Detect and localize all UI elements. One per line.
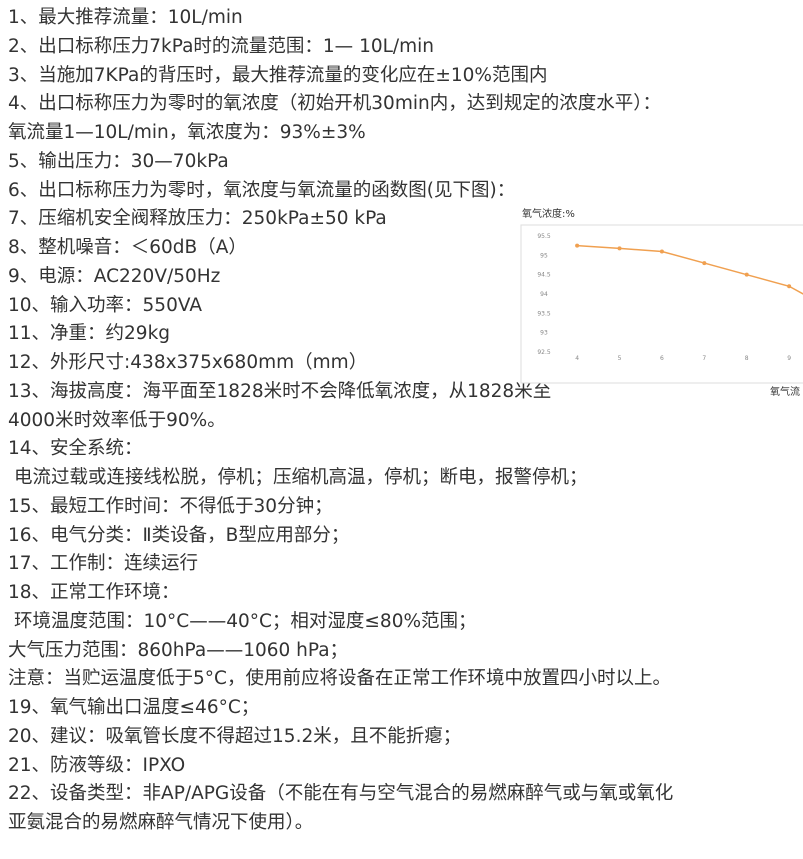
text-line: 18、正常工作环境：	[8, 582, 180, 603]
text-line: 4000米时效率低于90%。	[8, 409, 226, 431]
text-line: 2、出口标称压力7kPa时的流量范围：1— 10L/min	[8, 35, 435, 57]
data-point	[617, 246, 622, 251]
text-line: 19、氧气输出口温度≤46°C；	[8, 697, 260, 718]
y-tick-label: 93	[540, 330, 548, 337]
text-line: 6、出口标称压力为零时，氧浓度与氧流量的函数图(见下图)：	[8, 179, 516, 201]
text-line: 3、当施加7KPa的背压时，最大推荐流量的变化应在±10%范围内	[8, 64, 548, 86]
data-point	[575, 243, 580, 248]
text-line: 9、电源：AC220V/50Hz	[8, 265, 221, 287]
x-tick-label: 9	[787, 355, 791, 362]
text-line: 氧流量1—10L/min，氧浓度为：93%±3%	[8, 122, 366, 143]
text-line: 亚氨混合的易燃麻醉气情况下使用）。	[8, 812, 314, 833]
x-tick-label: 8	[745, 355, 749, 362]
text-line: 21、防液等级：IPXO	[8, 754, 186, 776]
data-point	[787, 284, 792, 289]
text-line: 4、出口标称压力为零时的氧浓度（初始开机30min内，达到规定的浓度水平）：	[8, 93, 661, 115]
data-point	[744, 272, 749, 277]
x-tick-label: 6	[660, 355, 664, 362]
y-tick-label: 94	[540, 291, 548, 298]
text-line: 12、外形尺寸:438x375x680mm（mm）	[8, 352, 368, 373]
text-line: 10、输入功率：550VA	[8, 294, 202, 316]
text-line: 11、净重：约29kg	[8, 323, 171, 345]
document: 1、最大推荐流量：10L/min 2、出口标称压力7kPa时的流量范围：1— 10…	[8, 4, 803, 838]
text-line: 17、工作制：连续运行	[8, 553, 199, 575]
y-tick-label: 95	[540, 252, 548, 259]
text-line: 5、输出压力：30—70kPa	[8, 150, 229, 172]
text-line: 22、设备类型：非AP/APG设备（不能在有与空气混合的易燃麻醉气或与氧或氧化	[8, 783, 674, 805]
y-tick-label: 94.5	[537, 272, 551, 279]
data-point	[702, 261, 707, 266]
text-line: 大气压力范围：860hPa——1060 hPa；	[8, 639, 349, 661]
x-tick-label: 5	[618, 355, 622, 362]
text-line: 电流过载或连接线松脱，停机；压缩机高温，停机；断电，报警停机；	[14, 467, 588, 488]
text-line: 7、压缩机安全阀释放压力：250kPa±50 kPa	[8, 208, 387, 230]
chart: 氧气浓度:% 氧气流 92.5 93 93.5 94 94.5 95 95.5 4 5 6 7 8 9	[520, 207, 803, 398]
y-tick-label: 92.5	[537, 349, 551, 356]
text-line: 13、海拔高度：海平面至1828米时不会降低氧浓度，从1828米至	[8, 380, 552, 402]
y-axis-label: 氧气浓度:%	[522, 207, 575, 220]
text-line: 15、最短工作时间：不得低于30分钟；	[8, 495, 333, 517]
y-tick-label: 95.5	[537, 233, 551, 240]
text-line: 14、安全系统：	[8, 438, 143, 460]
text-line: 8、整机噪音：＜60dB（A）	[8, 237, 247, 258]
text-line: 1、最大推荐流量：10L/min	[8, 7, 243, 28]
text-line: 16、电气分类：Ⅱ类设备，B型应用部分；	[8, 524, 350, 546]
text-line: 注意：当贮运温度低于5°C，使用前应将设备在正常工作环境中放置四小时以上。	[8, 668, 671, 690]
text-line: 环境温度范围：10°C——40°C；相对湿度≤80%范围；	[14, 610, 477, 632]
x-tick-label: 4	[575, 355, 579, 362]
text-line: 20、建议：吸氧管长度不得超过15.2米，且不能折瘪；	[8, 725, 462, 747]
x-axis-label: 氧气流	[770, 385, 800, 398]
x-tick-label: 7	[702, 355, 706, 362]
data-point	[659, 249, 664, 254]
y-tick-label: 93.5	[537, 310, 551, 317]
